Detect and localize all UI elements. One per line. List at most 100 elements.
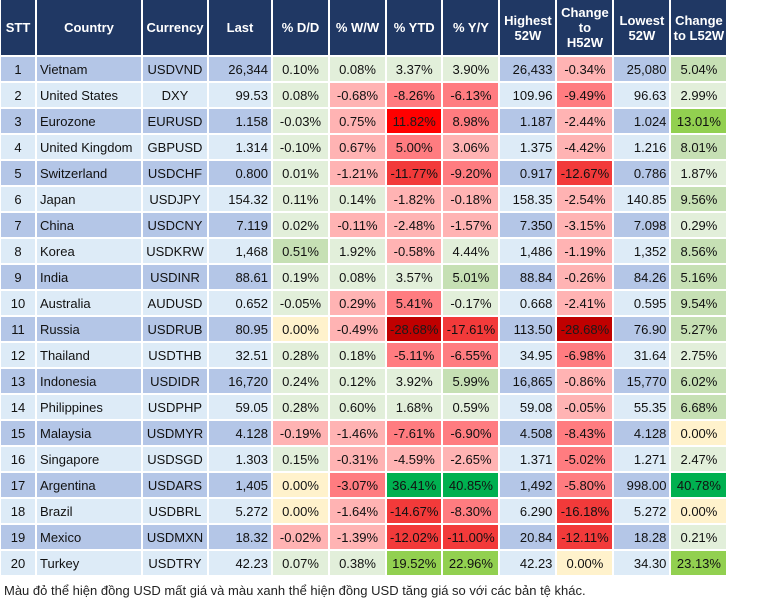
cell-lowest-52w: 96.63 [614, 83, 670, 109]
header-pct-dd: % D/D [273, 0, 328, 57]
cell-pct-dd: 0.10% [273, 57, 328, 83]
cell-pct-dd: 0.15% [273, 447, 328, 473]
cell-change-to-h52w: -1.19% [557, 239, 613, 265]
cell-pct-yy: -6.55% [443, 343, 499, 369]
table-row: 13 Indonesia USDIDR 16,720 0.24% 0.12% 3.92% 5.… [1, 369, 727, 395]
table-row: 10 Australia AUDUSD 0.652 -0.05% 0.29% 5.41% -0… [1, 291, 727, 317]
cell-last: 7.119 [209, 213, 271, 239]
cell-change-to-h52w: -12.11% [557, 525, 613, 551]
cell-highest-52w: 4.508 [500, 421, 556, 447]
cell-pct-dd: 0.11% [273, 187, 328, 213]
cell-lowest-52w: 7.098 [614, 213, 670, 239]
cell-stt: 2 [1, 83, 35, 109]
table-row: 14 Philippines USDPHP 59.05 0.28% 0.60% 1.68% 0… [1, 395, 727, 421]
cell-highest-52w: 1,492 [500, 473, 556, 499]
cell-lowest-52w: 76.90 [614, 317, 670, 343]
cell-stt: 14 [1, 395, 35, 421]
table-row: 17 Argentina USDARS 1,405 0.00% -3.07% 36.41% 4… [1, 473, 727, 499]
cell-pct-ytd: 3.57% [387, 265, 442, 291]
cell-pct-yy: 5.99% [443, 369, 499, 395]
cell-change-to-h52w: -2.41% [557, 291, 613, 317]
table-row: 19 Mexico USDMXN 18.32 -0.02% -1.39% -12.02% -1… [1, 525, 727, 551]
table-row: 5 Switzerland USDCHF 0.800 0.01% -1.21% -11.77… [1, 161, 727, 187]
cell-pct-yy: 40.85% [443, 473, 499, 499]
cell-pct-ww: -1.46% [330, 421, 385, 447]
cell-pct-ww: 0.75% [330, 109, 385, 135]
cell-pct-ytd: -0.58% [387, 239, 442, 265]
cell-pct-yy: 22.96% [443, 551, 499, 577]
cell-pct-ww: -1.64% [330, 499, 385, 525]
cell-pct-ww: 0.29% [330, 291, 385, 317]
cell-currency: USDVND [143, 57, 207, 83]
cell-currency: USDARS [143, 473, 207, 499]
cell-stt: 3 [1, 109, 35, 135]
cell-pct-dd: 0.00% [273, 473, 328, 499]
cell-lowest-52w: 0.786 [614, 161, 670, 187]
cell-pct-ww: 0.60% [330, 395, 385, 421]
cell-lowest-52w: 1.216 [614, 135, 670, 161]
table-row: 6 Japan USDJPY 154.32 0.11% 0.14% -1.82% -0.18%… [1, 187, 727, 213]
cell-stt: 10 [1, 291, 35, 317]
cell-last: 42.23 [209, 551, 271, 577]
cell-pct-ytd: 19.52% [387, 551, 442, 577]
cell-country: Argentina [37, 473, 141, 499]
cell-change-to-h52w: -6.98% [557, 343, 613, 369]
cell-pct-yy: -6.90% [443, 421, 499, 447]
cell-pct-yy: -1.57% [443, 213, 499, 239]
cell-pct-ytd: -12.02% [387, 525, 442, 551]
cell-pct-yy: 3.06% [443, 135, 499, 161]
header-change-to-l52w: Change to L52W [671, 0, 727, 57]
cell-change-to-h52w: -12.67% [557, 161, 613, 187]
cell-change-to-h52w: -28.68% [557, 317, 613, 343]
cell-lowest-52w: 55.35 [614, 395, 670, 421]
cell-pct-yy: -11.00% [443, 525, 499, 551]
cell-change-to-l52w: 1.87% [671, 161, 727, 187]
cell-change-to-h52w: -16.18% [557, 499, 613, 525]
cell-lowest-52w: 31.64 [614, 343, 670, 369]
cell-stt: 11 [1, 317, 35, 343]
cell-change-to-l52w: 2.47% [671, 447, 727, 473]
cell-country: Mexico [37, 525, 141, 551]
cell-highest-52w: 158.35 [500, 187, 556, 213]
cell-stt: 18 [1, 499, 35, 525]
cell-pct-dd: 0.07% [273, 551, 328, 577]
cell-country: Switzerland [37, 161, 141, 187]
cell-highest-52w: 109.96 [500, 83, 556, 109]
cell-highest-52w: 1,486 [500, 239, 556, 265]
cell-pct-ww: 0.12% [330, 369, 385, 395]
cell-last: 0.652 [209, 291, 271, 317]
cell-country: Eurozone [37, 109, 141, 135]
cell-pct-dd: 0.28% [273, 395, 328, 421]
cell-change-to-l52w: 2.99% [671, 83, 727, 109]
cell-country: United Kingdom [37, 135, 141, 161]
cell-pct-dd: 0.08% [273, 83, 328, 109]
cell-country: Turkey [37, 551, 141, 577]
cell-highest-52w: 26,433 [500, 57, 556, 83]
cell-change-to-h52w: -3.15% [557, 213, 613, 239]
cell-currency: USDTHB [143, 343, 207, 369]
cell-stt: 13 [1, 369, 35, 395]
cell-highest-52w: 20.84 [500, 525, 556, 551]
cell-last: 18.32 [209, 525, 271, 551]
cell-lowest-52w: 1.024 [614, 109, 670, 135]
cell-change-to-l52w: 5.27% [671, 317, 727, 343]
cell-pct-yy: 5.01% [443, 265, 499, 291]
header-stt: STT [1, 0, 35, 57]
table-row: 11 Russia USDRUB 80.95 0.00% -0.49% -28.68% -17… [1, 317, 727, 343]
cell-country: Singapore [37, 447, 141, 473]
cell-last: 59.05 [209, 395, 271, 421]
cell-currency: USDCNY [143, 213, 207, 239]
cell-last: 0.800 [209, 161, 271, 187]
cell-country: Russia [37, 317, 141, 343]
cell-pct-ww: 0.14% [330, 187, 385, 213]
cell-lowest-52w: 15,770 [614, 369, 670, 395]
cell-change-to-h52w: -0.34% [557, 57, 613, 83]
cell-pct-ytd: 5.00% [387, 135, 442, 161]
cell-currency: USDSGD [143, 447, 207, 473]
table-row: 8 Korea USDKRW 1,468 0.51% 1.92% -0.58% 4.44% 1,… [1, 239, 727, 265]
cell-country: Vietnam [37, 57, 141, 83]
cell-currency: USDMYR [143, 421, 207, 447]
cell-pct-ytd: -4.59% [387, 447, 442, 473]
cell-pct-ww: -0.49% [330, 317, 385, 343]
table-row: 7 China USDCNY 7.119 0.02% -0.11% -2.48% -1.57%… [1, 213, 727, 239]
